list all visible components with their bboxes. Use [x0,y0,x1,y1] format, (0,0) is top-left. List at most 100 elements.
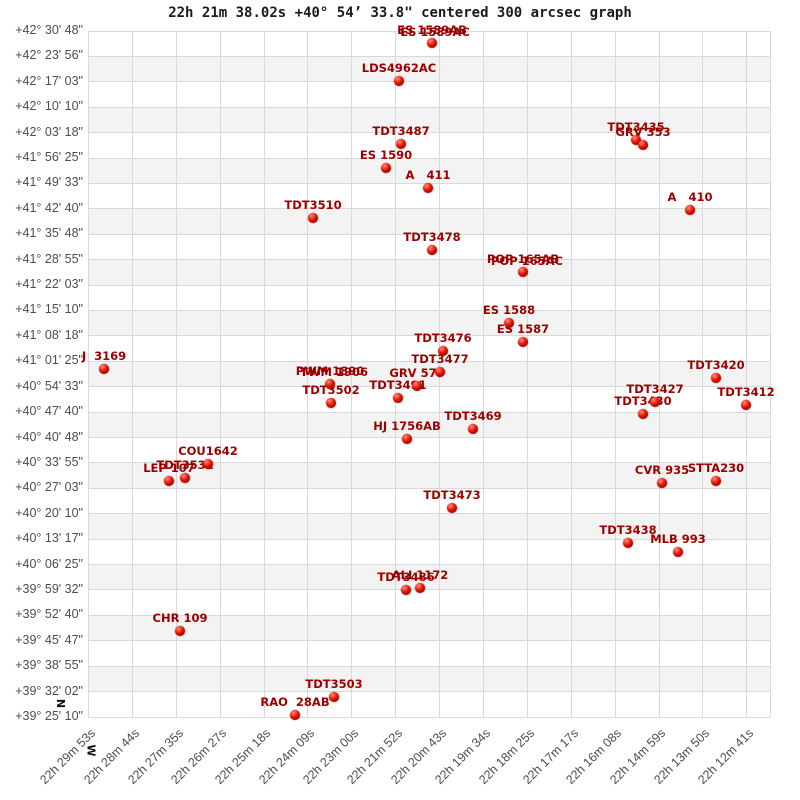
data-point-label: TDT3412 [717,385,775,399]
data-point-dot [326,398,336,408]
h-gridline [88,513,770,515]
data-point-dot [711,476,721,486]
data-point-dot [203,459,213,469]
y-tick-label: +42° 30' 48" [15,23,83,37]
h-gridline [88,538,770,540]
data-point-dot [427,38,437,48]
y-tick-label: +40° 20' 10" [15,505,83,520]
h-gridline [88,55,770,57]
data-point-label: COU1642 [178,444,238,458]
data-point-dot [175,626,185,636]
y-tick-label: +40° 54' 33" [15,378,83,393]
y-tick-label: +39° 52' 40" [15,607,83,622]
data-point-label: TDT3435 [607,120,665,134]
data-point-label: HJ 1756AB [373,419,441,433]
data-point-label: A 410 [667,190,713,204]
data-point-dot [427,245,437,255]
data-point-dot [673,547,683,557]
data-point-label: RAO 28AB [260,695,330,709]
data-point-dot [415,583,425,593]
y-tick-label: +40° 06' 25" [15,556,83,571]
h-gridline [88,691,770,693]
row-band [88,208,770,235]
data-point-label: ALI 1172 [391,568,449,582]
data-point-dot [623,538,633,548]
data-point-dot [394,76,404,86]
row-band [88,513,770,540]
h-gridline [88,81,770,83]
row-band [88,412,770,438]
data-point-dot [325,379,335,389]
data-point-label: ES 1589AC [400,25,470,39]
v-gridline [658,31,660,717]
y-tick-label: +39° 25' 10" [15,709,83,723]
row-band [88,259,770,286]
y-tick-label: +41° 49' 33" [15,175,83,190]
y-tick-label: +39° 59' 32" [15,581,83,596]
data-point-label: POP 165AB [486,252,560,266]
row-band [88,361,770,387]
h-gridline [88,335,770,337]
y-tick-label: +41° 15' 10" [15,302,83,317]
data-point-dot [435,367,445,377]
h-gridline [88,259,770,261]
data-point-label: CVR 935 [634,463,690,477]
h-gridline [88,589,770,591]
data-point-label: TDT3438 [599,523,657,537]
data-point-dot [468,424,478,434]
data-point-dot [99,364,109,374]
data-point-dot [329,692,339,702]
v-gridline [175,31,177,717]
y-tick-label: +40° 13' 17" [15,531,83,546]
data-point-label: TDT3531 [156,458,214,472]
data-point-label: TDT3503 [305,677,363,691]
y-tick-label: +42° 23' 56" [15,48,83,63]
row-band [88,310,770,336]
h-gridline [88,309,770,311]
data-point-dot [180,473,190,483]
data-point-label: LEP 107 [143,461,195,475]
data-point-dot [412,381,422,391]
data-point-dot [381,163,391,173]
data-point-dot [504,318,514,328]
y-tick-label: +40° 40' 48" [15,429,83,444]
y-tick-label: +39° 32' 02" [15,683,83,698]
data-point-label: TDT3427 [626,382,684,396]
data-point-dot [518,267,528,277]
y-tick-label: +41° 28' 55" [15,251,83,266]
h-gridline [88,157,770,159]
data-point-label: LDS4962AC [361,61,437,75]
h-gridline [88,640,770,642]
data-point-label: PWM 1890 [295,364,365,378]
row-band [88,56,770,82]
h-gridline [88,106,770,108]
data-point-label: TWM 1906 [300,365,368,379]
data-point-label: TDT3469 [444,409,502,423]
v-gridline [746,31,748,717]
h-gridline [88,284,770,286]
h-gridline [88,132,770,134]
h-gridline [88,716,770,718]
data-point-label: TDT3476 [414,331,472,345]
h-gridline [88,233,770,235]
data-point-label: J 3169 [81,349,127,363]
h-gridline [88,665,770,667]
data-point-dot [638,409,648,419]
row-band [88,564,770,590]
v-gridline [131,31,133,717]
chart-title: 22h 21m 38.02s +40° 54’ 33.8" centered 3… [168,5,632,21]
y-tick-label: +41° 56' 25" [15,150,83,165]
row-band [88,158,770,184]
data-point-dot [631,135,641,145]
data-point-dot [518,337,528,347]
data-point-label: TDT3502 [302,383,360,397]
h-gridline [88,564,770,566]
data-point-label: POP 165AC [491,254,563,268]
y-tick-label: +40° 27' 03" [15,480,83,495]
v-gridline [702,31,704,717]
data-point-dot [438,346,448,356]
data-point-dot [447,503,457,513]
data-point-dot [711,373,721,383]
v-gridline [263,31,265,717]
